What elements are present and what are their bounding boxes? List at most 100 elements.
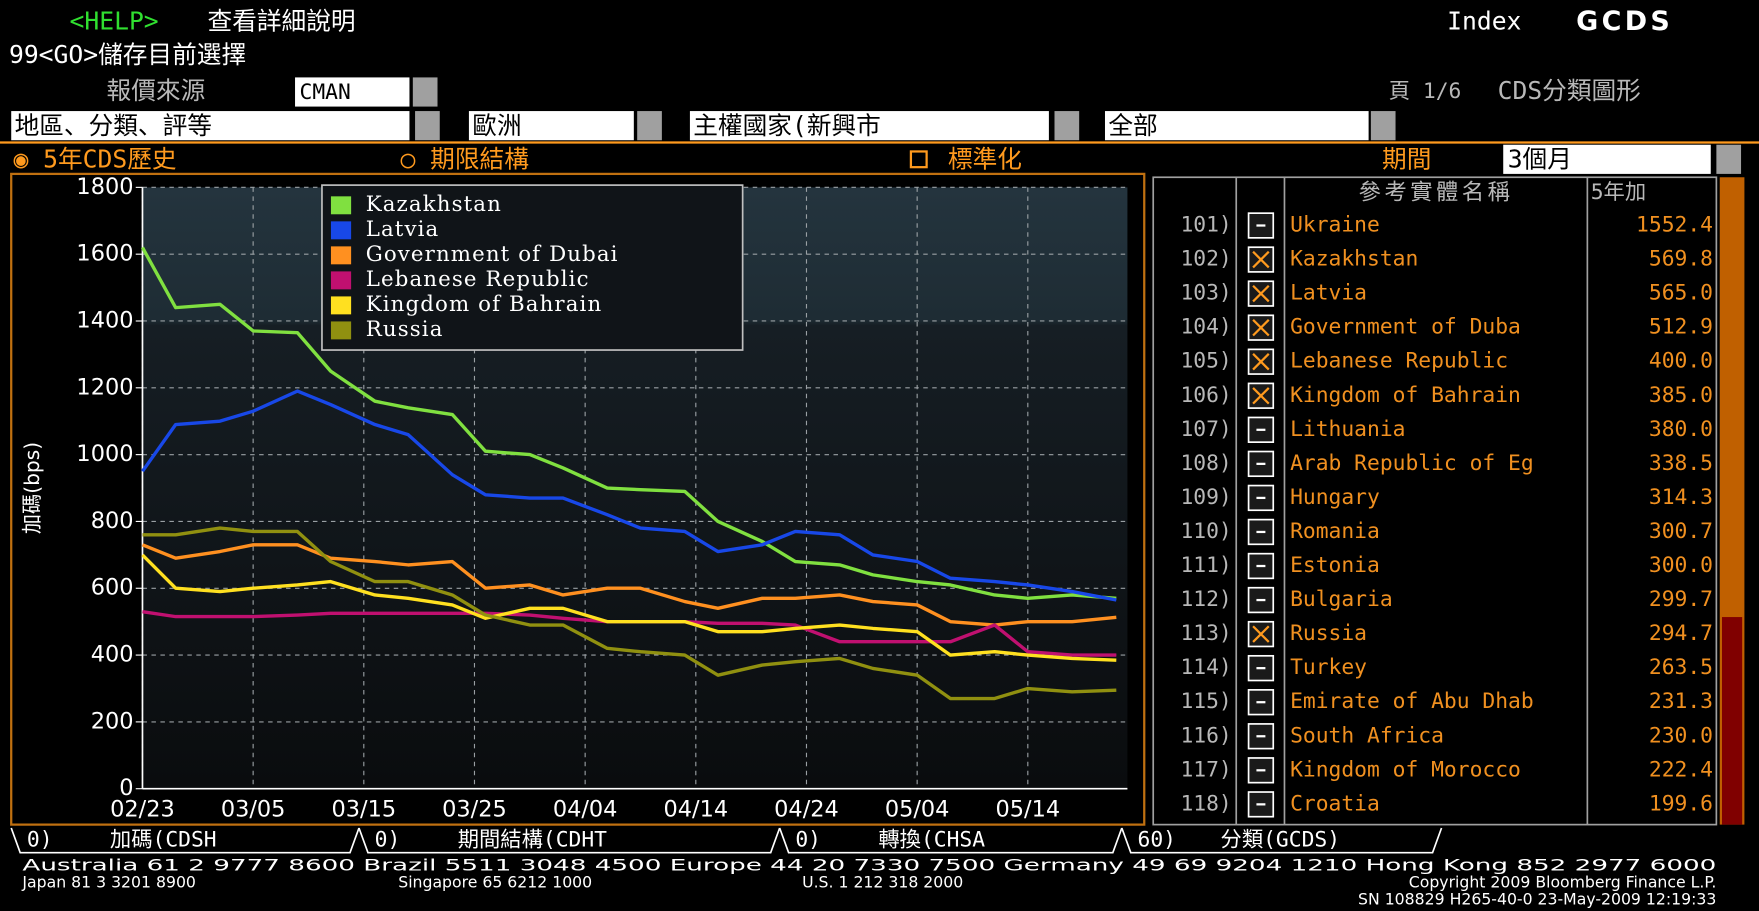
filter-input[interactable] [468, 111, 634, 141]
dropdown-button[interactable] [1370, 111, 1396, 141]
source-label: 報價來源 [107, 76, 206, 105]
tab-outline[interactable] [10, 827, 360, 854]
spread-value: 569.8 [1649, 247, 1713, 272]
x-tick-label: 05/14 [996, 797, 1061, 823]
tab-key[interactable]: 0) [375, 827, 401, 852]
x-tick-label: 04/04 [553, 797, 618, 823]
entity-name[interactable]: Romania [1290, 519, 1380, 544]
legend-label: Government of Dubai [366, 242, 619, 267]
mode-option[interactable]: ◉ 5年CDS歷史 [13, 144, 176, 173]
spread-value: 300.0 [1649, 553, 1713, 578]
dropdown-button[interactable] [1716, 144, 1742, 174]
spread-value: 299.7 [1649, 587, 1713, 612]
spread-value: 263.5 [1649, 655, 1713, 680]
dropdown-button[interactable] [637, 111, 662, 141]
entity-name[interactable]: Russia [1290, 621, 1367, 646]
spread-value: 314.3 [1649, 485, 1713, 510]
tab-outline[interactable] [358, 827, 781, 854]
tab-outline[interactable] [778, 827, 1123, 854]
tab-key[interactable]: 60) [1138, 827, 1176, 852]
filter-input[interactable] [689, 111, 1049, 141]
spread-value: 512.9 [1649, 315, 1713, 340]
dropdown-button[interactable] [412, 77, 438, 107]
entity-name[interactable]: Latvia [1290, 281, 1367, 306]
legend-swatch [330, 271, 352, 290]
mode-bar[interactable] [11, 144, 388, 174]
entity-name[interactable]: Kingdom of Morocco [1290, 757, 1521, 782]
x-tick-label: 04/24 [774, 797, 839, 823]
tab-label[interactable]: 轉換(CHSA [878, 827, 985, 852]
tab-key[interactable]: 0) [795, 827, 821, 852]
dropdown-button[interactable] [415, 111, 440, 141]
entity-name[interactable]: Lithuania [1290, 417, 1405, 442]
entity-name[interactable]: Kazakhstan [1290, 247, 1418, 272]
spread-value: 565.0 [1649, 281, 1713, 306]
entity-name[interactable]: Government of Duba [1290, 315, 1521, 340]
table-frame [1152, 176, 1718, 826]
column-header: 參考實體名稱 [1359, 179, 1514, 205]
legend-swatch [330, 221, 352, 240]
row-checkbox[interactable] [1247, 518, 1275, 546]
scrollbar-thumb[interactable] [1721, 617, 1743, 825]
legend-swatch [330, 196, 352, 215]
y-tick-label: 0 [119, 775, 133, 801]
row-number: 110) [1180, 519, 1231, 544]
check-mark [1252, 387, 1270, 405]
entity-name[interactable]: Kingdom of Bahrain [1290, 383, 1521, 408]
entity-name[interactable]: Emirate of Abu Dhab [1290, 689, 1534, 714]
index-label: Index [1447, 6, 1521, 35]
tab-key[interactable]: 0) [27, 827, 53, 852]
entity-name[interactable]: Arab Republic of Eg [1290, 451, 1534, 476]
y-tick-label: 1200 [76, 374, 133, 400]
footer-text: Australia 61 2 9777 8600 Brazil 5511 304… [22, 856, 1716, 875]
tab-label[interactable]: 期間結構(CDHT [458, 827, 607, 852]
legend-swatch [330, 296, 352, 315]
entity-name[interactable]: Hungary [1290, 485, 1380, 510]
source-input[interactable] [295, 77, 410, 107]
entity-name[interactable]: Turkey [1290, 655, 1367, 680]
row-number: 115) [1180, 689, 1231, 714]
tab-outline[interactable] [1121, 827, 1443, 854]
spread-value: 294.7 [1649, 621, 1713, 646]
filter-value: 歐洲 [472, 111, 521, 140]
row-number: 108) [1180, 451, 1231, 476]
x-tick-label: 03/15 [331, 797, 396, 823]
series-line [142, 526, 1117, 701]
row-number: 114) [1180, 655, 1231, 680]
row-number: 104) [1180, 315, 1231, 340]
column-header: 5年加 [1591, 180, 1646, 205]
entity-name[interactable]: Estonia [1290, 553, 1380, 578]
entity-name[interactable]: Lebanese Republic [1290, 349, 1508, 374]
mode-option[interactable]: 標準化 [948, 144, 1022, 173]
period-label: 期間 [1382, 144, 1431, 173]
filter-input[interactable] [1104, 111, 1369, 141]
help-key[interactable]: <HELP> [70, 6, 159, 35]
entity-name[interactable]: Bulgaria [1290, 587, 1393, 612]
period-input[interactable] [1503, 144, 1711, 174]
filter-input[interactable] [11, 111, 410, 141]
row-checkbox[interactable] [1247, 416, 1275, 443]
mode-option[interactable]: ○ 期限結構 [400, 144, 528, 173]
x-tick-label: 05/04 [885, 797, 950, 823]
spread-value: 231.3 [1649, 689, 1713, 714]
tab-label[interactable]: 加碼(CDSH [110, 827, 217, 852]
y-tick-label: 800 [91, 508, 134, 534]
spread-value: 385.0 [1649, 383, 1713, 408]
spread-value: 300.7 [1649, 519, 1713, 544]
y-tick-label: 1800 [76, 174, 133, 200]
checkbox[interactable] [909, 150, 928, 169]
tab-label[interactable]: 分類(GCDS) [1221, 827, 1341, 852]
footer-text: Copyright 2009 Bloomberg Finance L.P. [1409, 872, 1717, 891]
mode-bar[interactable] [398, 144, 763, 174]
entity-name[interactable]: Ukraine [1290, 213, 1380, 238]
legend-label: Kingdom of Bahrain [366, 292, 603, 317]
legend-swatch [330, 321, 352, 340]
dropdown-button[interactable] [1054, 111, 1080, 141]
x-tick-label: 03/05 [221, 797, 286, 823]
entity-name[interactable]: South Africa [1290, 723, 1444, 748]
entity-name[interactable]: Croatia [1290, 791, 1380, 816]
series-line [141, 389, 1117, 602]
series-line [140, 246, 1117, 601]
legend-box [321, 184, 744, 351]
